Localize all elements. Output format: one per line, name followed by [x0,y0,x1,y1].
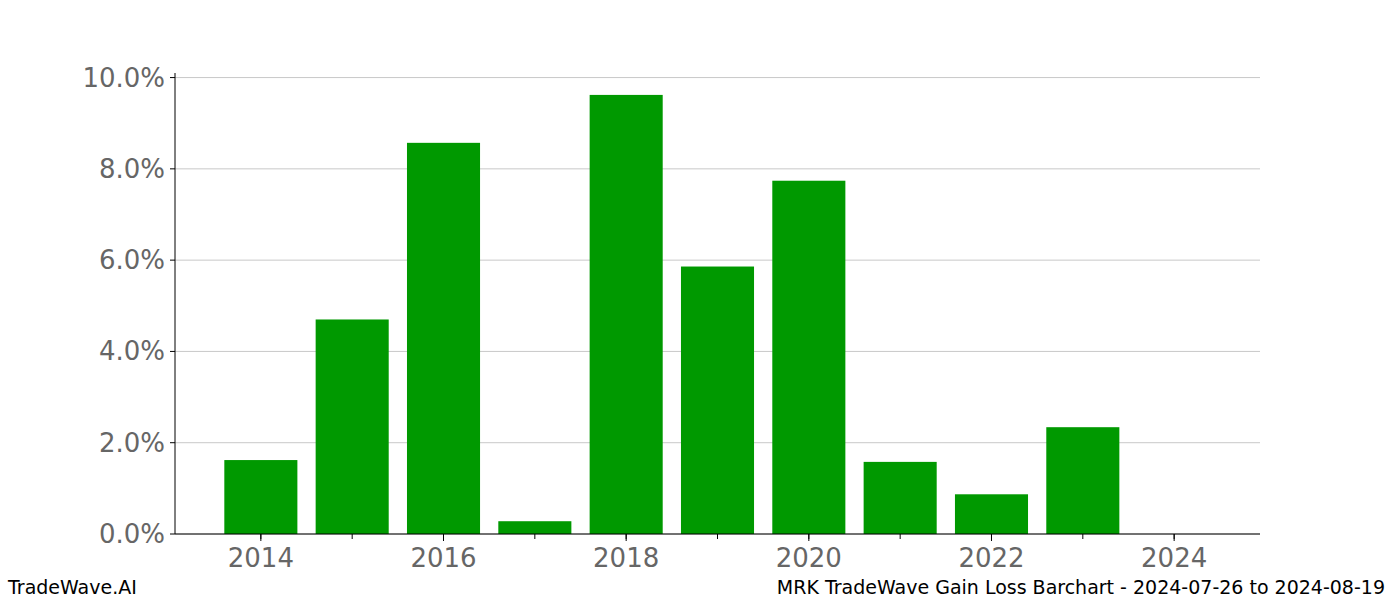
x-tick-label: 2024 [1141,543,1207,573]
y-tick [170,168,175,169]
x-minor-tick [717,534,718,539]
x-tick-label: 2022 [958,543,1024,573]
x-minor-tick [900,534,901,539]
x-minor-tick [1082,534,1083,539]
grid-line [175,260,1260,261]
grid-line [175,168,1260,169]
x-tick [443,534,444,541]
bar [681,267,754,534]
source: TradeWave.AI [7,576,137,598]
x-tick-label: 2018 [593,543,659,573]
y-tick-label: 2.0% [99,428,165,458]
x-tick-label: 2014 [228,543,294,573]
chart: 0.0% 2.0% 4.0% 6.0% 8.0% 10.0% 2014 2016 2018 202… [0,0,1400,600]
y-tick-label: 8.0% [99,154,165,184]
x-tick [626,534,627,541]
grid-line [175,534,1260,535]
bar [1046,427,1119,534]
y-tick-label: 6.0% [99,245,165,275]
bar [864,462,937,534]
y-axis [175,73,176,534]
x-tick-label: 2016 [410,543,476,573]
y-tick [170,442,175,443]
y-tick-label: 0.0% [99,519,165,549]
y-tick [170,260,175,261]
bar [498,521,571,534]
y-tick [170,351,175,352]
y-tick-label: 10.0% [82,63,165,93]
y-tick-label: 4.0% [99,336,165,366]
x-tick [1174,534,1175,541]
x-axis [175,534,1260,535]
title: MRK TradeWave Gain Loss Barchart - 2024-… [777,576,1385,598]
bar [407,143,480,534]
bar [224,460,297,534]
y-tick [170,534,175,535]
x-minor-tick [534,534,535,539]
x-minor-tick [352,534,353,539]
bars [224,95,1119,534]
bar [316,319,389,534]
x-tick-label: 2020 [776,543,842,573]
bar [772,181,845,534]
x-tick [808,534,809,541]
background [0,0,1400,600]
x-tick [260,534,261,541]
bar [955,494,1028,534]
grid-line [175,77,1260,78]
y-tick [170,77,175,78]
x-tick [991,534,992,541]
bar [590,95,663,534]
